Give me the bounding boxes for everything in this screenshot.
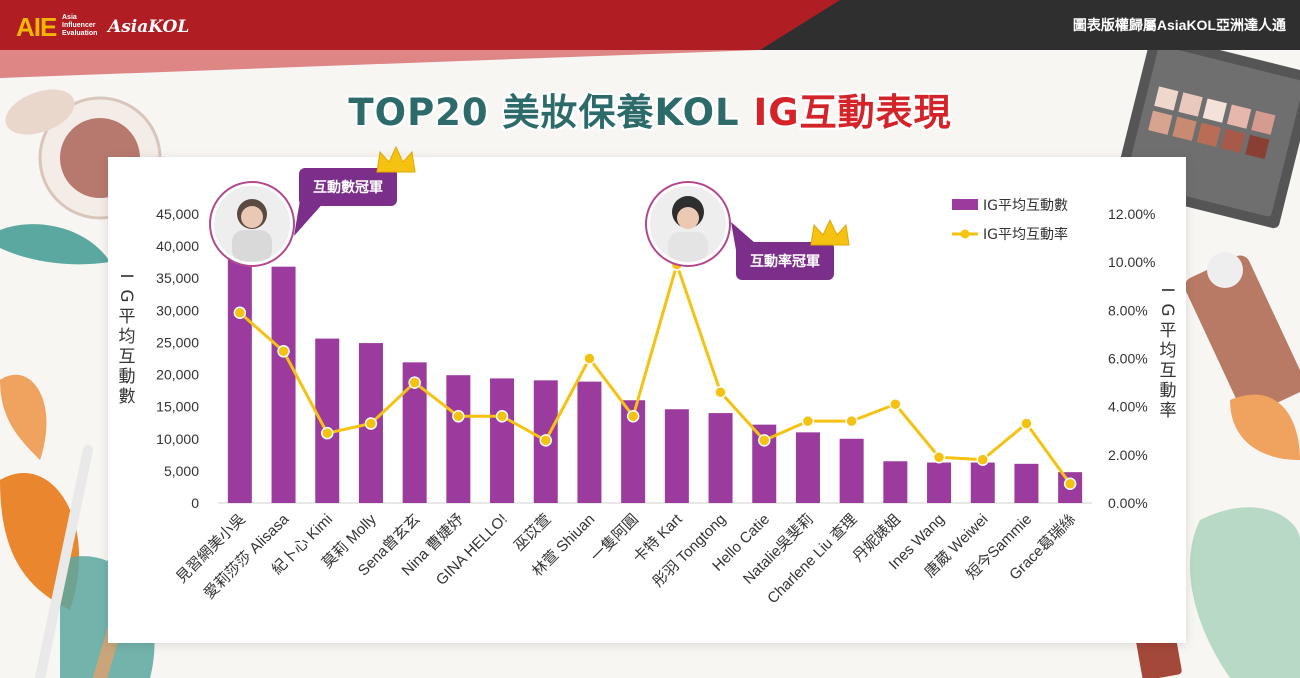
rate-point <box>932 450 946 464</box>
bar <box>271 266 296 503</box>
axis-title-char: 平 <box>119 307 136 327</box>
y-tick-label: 15,000 <box>156 399 199 415</box>
axis-title-char: I <box>1157 287 1177 292</box>
rate-point <box>233 306 247 319</box>
bar <box>490 378 515 503</box>
rate-point <box>1020 417 1033 430</box>
y-tick-label: 20,000 <box>156 367 199 383</box>
axis-title-char: 數 <box>119 387 136 407</box>
banner-shape <box>0 0 1300 78</box>
y-tick-label: 30,000 <box>156 302 199 318</box>
rate-point <box>801 414 815 428</box>
y-tick-label: 35,000 <box>156 270 199 286</box>
rate-point <box>1063 477 1077 490</box>
rate-point <box>758 434 771 447</box>
rate-point <box>277 345 290 358</box>
bar <box>883 461 908 503</box>
rate-point <box>889 398 902 411</box>
person-icon <box>232 199 272 262</box>
crown-icon <box>376 145 416 173</box>
axis-title-char: I <box>116 273 136 278</box>
rate-point <box>714 385 727 399</box>
callout-pointer <box>294 200 326 236</box>
y2-tick-label: 4.00% <box>1108 399 1148 415</box>
y-tick-label: 10,000 <box>156 431 199 447</box>
top-banner: AIE Asia Influencer Evaluation AsiaKOL 圖… <box>0 0 1300 78</box>
page-title: TOP20 美妝保養KOL IG互動表現 <box>348 91 952 134</box>
axis-title-char: 互 <box>1160 361 1177 381</box>
bar <box>839 438 864 503</box>
axis-title-char: 互 <box>119 347 136 367</box>
rate-point <box>845 414 858 428</box>
legend-bar-label: IG平均互動數 <box>983 198 1068 214</box>
bar <box>315 338 340 503</box>
y2-tick-label: 6.00% <box>1108 351 1148 367</box>
y2-axis-title: I G平均互動率 <box>1157 287 1177 421</box>
aie-logo-subtitle: Asia Influencer Evaluation <box>62 14 98 37</box>
bar <box>664 409 689 503</box>
y-axis-title: I G平均互動數 <box>116 273 136 407</box>
rate-line <box>238 263 1072 485</box>
avatar-rate-champion <box>647 183 729 265</box>
rate-point <box>976 453 989 466</box>
rate-point <box>495 410 509 423</box>
bar <box>446 375 471 503</box>
legend-line-marker <box>960 229 970 239</box>
y-tick-label: 25,000 <box>156 334 199 350</box>
rate-point <box>364 417 378 430</box>
y2-tick-label: 2.00% <box>1108 447 1148 463</box>
y2-tick-label: 0.00% <box>1108 495 1148 511</box>
callout-pointer <box>731 222 763 256</box>
axis-title-char: 平 <box>1160 321 1177 341</box>
axis-title-char: 均 <box>119 327 136 347</box>
asiakol-logo: AsiaKOL <box>108 17 190 37</box>
rate-point <box>583 352 596 365</box>
person-icon <box>668 196 708 262</box>
y2-tick-label: 10.00% <box>1108 254 1155 270</box>
y2-tick-label: 12.00% <box>1108 206 1155 222</box>
interaction-champion-callout: 互動數冠軍 <box>299 168 397 206</box>
bar <box>708 413 733 503</box>
crown-icon <box>810 218 850 246</box>
bar <box>970 462 995 503</box>
y-tick-label: 45,000 <box>156 206 199 222</box>
bar <box>795 432 820 503</box>
copyright-notice: 圖表版權歸屬AsiaKOL亞洲達人通 <box>1072 17 1286 33</box>
rate-point <box>408 376 421 389</box>
leaf-illustration-right <box>1190 394 1300 678</box>
rate-point <box>321 426 334 440</box>
aie-logo: AIE <box>16 12 57 42</box>
avatar-interaction-champion <box>211 183 293 265</box>
rate-point <box>539 434 552 447</box>
axis-title-char: G <box>1157 303 1177 316</box>
bar <box>227 246 252 503</box>
y2-tick-label: 8.00% <box>1108 302 1148 318</box>
legend-bar-swatch <box>952 199 978 210</box>
axis-title-char: G <box>116 289 136 302</box>
axis-title-char: 率 <box>1160 401 1177 421</box>
legend-line-label: IG平均互動率 <box>983 226 1068 243</box>
bar <box>927 462 952 503</box>
axis-title-char: 動 <box>119 367 136 387</box>
bar <box>1014 463 1039 503</box>
rate-point <box>626 410 640 423</box>
cosmetic-tube-illustration <box>1184 252 1300 415</box>
axis-title-char: 均 <box>1160 341 1177 361</box>
y-tick-label: 5,000 <box>164 463 199 479</box>
bar <box>577 381 602 503</box>
y-tick-label: 0 <box>191 495 199 511</box>
axis-title-char: 動 <box>1160 381 1177 401</box>
y-tick-label: 40,000 <box>156 238 199 254</box>
rate-point <box>452 410 465 423</box>
